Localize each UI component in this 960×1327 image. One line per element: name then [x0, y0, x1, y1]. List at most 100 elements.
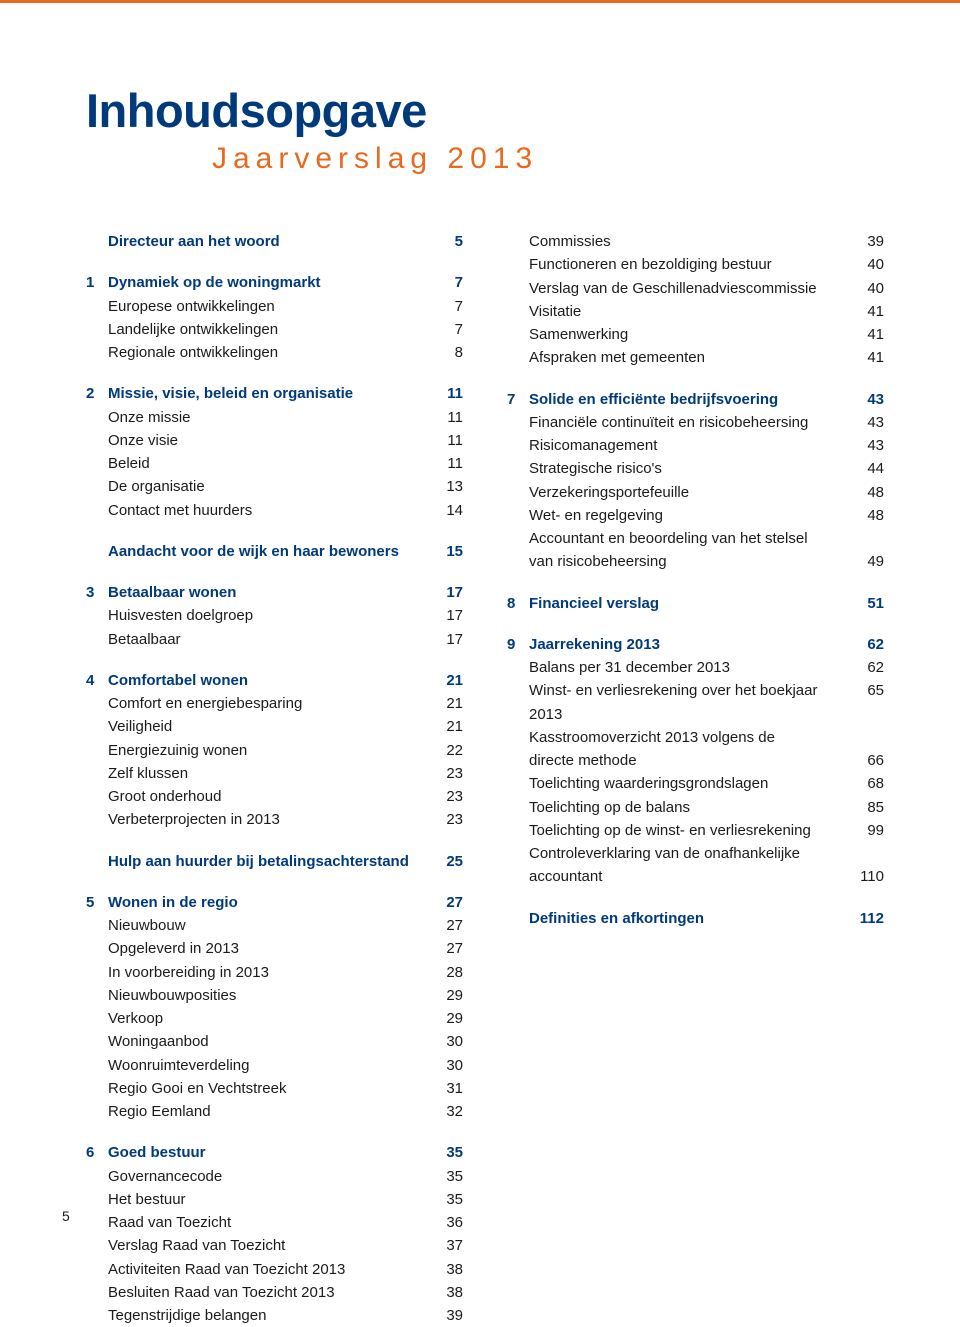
toc-page-number: 23 [427, 785, 463, 808]
toc-row: Woningaanbod30 [86, 1030, 463, 1053]
toc-label: Functioneren en bezoldiging bestuur [529, 253, 848, 276]
toc-gap [507, 574, 884, 592]
toc-label: accountant [529, 865, 848, 888]
toc-gap [507, 615, 884, 633]
toc-page-number: 49 [848, 550, 884, 573]
toc-link-row: Definities en afkortingen112 [507, 907, 884, 930]
toc-row: Landelijke ontwikkelingen7 [86, 318, 463, 341]
toc-row: Verbeterprojecten in 201323 [86, 808, 463, 831]
toc-row: Veiligheid21 [86, 715, 463, 738]
toc-row: directe methode66 [507, 749, 884, 772]
toc-row: Comfort en energiebesparing21 [86, 692, 463, 715]
toc-label: Verslag Raad van Toezicht [108, 1234, 427, 1257]
toc-label: Toelichting waarderingsgrondslagen [529, 772, 848, 795]
toc-page-number: 27 [427, 937, 463, 960]
toc-label: Verslag van de Geschillenadviescommissie [529, 277, 848, 300]
toc-label: Onze missie [108, 406, 427, 429]
toc-label: Aandacht voor de wijk en haar bewoners [108, 540, 427, 563]
toc-page-number: 43 [848, 388, 884, 411]
toc-gap [86, 1123, 463, 1141]
toc-gap [86, 651, 463, 669]
toc-row: Risicomanagement43 [507, 434, 884, 457]
toc-page-number: 40 [848, 277, 884, 300]
toc-page-number: 110 [848, 865, 884, 888]
toc-row: Regio Gooi en Vechtstreek31 [86, 1077, 463, 1100]
toc-page-number: 11 [427, 406, 463, 429]
toc-gap [86, 563, 463, 581]
toc-row: Betaalbaar17 [86, 628, 463, 651]
toc-page-number: 5 [427, 230, 463, 253]
toc-label: Accountant en beoordeling van het stelse… [529, 527, 848, 550]
toc-label: Besluiten Raad van Toezicht 2013 [108, 1281, 427, 1304]
toc-label: Toelichting op de balans [529, 796, 848, 819]
toc-page-number: 39 [427, 1304, 463, 1327]
toc-label: Zelf klussen [108, 762, 427, 785]
toc-label: Veiligheid [108, 715, 427, 738]
toc-row: Functioneren en bezoldiging bestuur40 [507, 253, 884, 276]
toc-label: Huisvesten doelgroep [108, 604, 427, 627]
toc-row: Commissies39 [507, 230, 884, 253]
toc-row: Opgeleverd in 201327 [86, 937, 463, 960]
toc-right-column: Commissies39Functioneren en bezoldiging … [507, 230, 898, 1327]
toc-section-number: 6 [86, 1141, 108, 1164]
toc-label: Regio Gooi en Vechtstreek [108, 1077, 427, 1100]
toc-section-number: 2 [86, 382, 108, 405]
toc-label: Regio Eemland [108, 1100, 427, 1123]
toc-label: Jaarrekening 2013 [529, 633, 848, 656]
toc-gap [86, 364, 463, 382]
toc-label: Directeur aan het woord [108, 230, 427, 253]
toc-row: Europese ontwikkelingen7 [86, 295, 463, 318]
toc-label: Comfort en energiebesparing [108, 692, 427, 715]
toc-row: Zelf klussen23 [86, 762, 463, 785]
toc-page-number: 85 [848, 796, 884, 819]
toc-page-number: 21 [427, 669, 463, 692]
toc-gap [86, 253, 463, 271]
toc-page-number: 30 [427, 1054, 463, 1077]
toc-row: Onze visie11 [86, 429, 463, 452]
toc-section-head: 5Wonen in de regio27 [86, 891, 463, 914]
toc-row: Toelichting op de balans85 [507, 796, 884, 819]
toc-label: In voorbereiding in 2013 [108, 961, 427, 984]
toc-page-number: 41 [848, 323, 884, 346]
toc-row: Nieuwbouw27 [86, 914, 463, 937]
toc-label: Activiteiten Raad van Toezicht 2013 [108, 1258, 427, 1281]
toc-link-row: Hulp aan huurder bij betalingsachterstan… [86, 850, 463, 873]
page-subtitle: Jaarverslag 2013 [212, 142, 898, 176]
toc-row: Controleverklaring van de onafhankelijke [507, 842, 884, 865]
page-title: Inhoudsopgave [86, 83, 898, 138]
toc-row: van risicobeheersing49 [507, 550, 884, 573]
toc-label: Contact met huurders [108, 499, 427, 522]
toc-row: In voorbereiding in 201328 [86, 961, 463, 984]
toc-page-number: 17 [427, 628, 463, 651]
toc-row: Onze missie11 [86, 406, 463, 429]
toc-row: Verslag van de Geschillenadviescommissie… [507, 277, 884, 300]
toc-gap [86, 522, 463, 540]
toc-page-number: 15 [427, 540, 463, 563]
toc-page-number: 8 [427, 341, 463, 364]
toc-page-number: 23 [427, 808, 463, 831]
toc-section-head: 9Jaarrekening 201362 [507, 633, 884, 656]
toc-label: Toelichting op de winst- en verliesreken… [529, 819, 848, 842]
toc-label: Onze visie [108, 429, 427, 452]
toc-gap [507, 370, 884, 388]
toc-page-number: 36 [427, 1211, 463, 1234]
toc-label: Verzekeringsportefeuille [529, 481, 848, 504]
toc-page-number: 38 [427, 1258, 463, 1281]
toc-page-number: 29 [427, 984, 463, 1007]
toc-section-head: 1Dynamiek op de woningmarkt7 [86, 271, 463, 294]
toc-row: Het bestuur35 [86, 1188, 463, 1211]
toc-section-number: 3 [86, 581, 108, 604]
toc-page-number: 112 [848, 907, 884, 930]
toc-section-head: Directeur aan het woord5 [86, 230, 463, 253]
toc-page-number: 48 [848, 504, 884, 527]
toc-page-number: 25 [427, 850, 463, 873]
toc-label: directe methode [529, 749, 848, 772]
toc-page-number: 7 [427, 295, 463, 318]
toc-label: Risicomanagement [529, 434, 848, 457]
toc-page-number: 62 [848, 633, 884, 656]
toc-label: Wonen in de regio [108, 891, 427, 914]
toc-page-number: 31 [427, 1077, 463, 1100]
toc-label: Landelijke ontwikkelingen [108, 318, 427, 341]
toc-label: Nieuwbouw [108, 914, 427, 937]
toc-row: Toelichting op de winst- en verliesreken… [507, 819, 884, 842]
